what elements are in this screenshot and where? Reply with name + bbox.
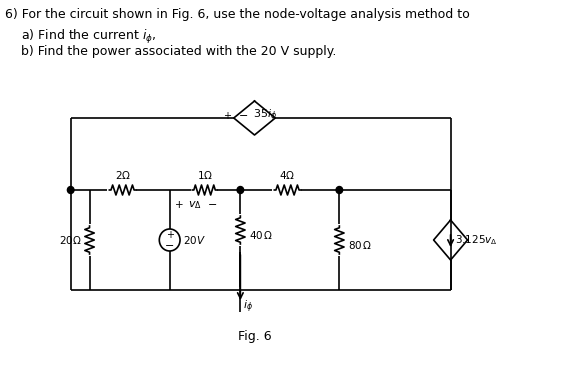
Circle shape [68,187,74,194]
Text: −: − [165,241,175,251]
Text: +: + [175,200,184,210]
Text: b) Find the power associated with the 20 V supply.: b) Find the power associated with the 20… [21,45,336,58]
Text: $i_\phi$: $i_\phi$ [243,299,253,315]
Text: Fig. 6: Fig. 6 [238,330,271,343]
Text: +: + [166,230,173,240]
Text: $4\Omega$: $4\Omega$ [279,169,296,181]
Text: a) Find the current $i_\phi$,: a) Find the current $i_\phi$, [21,28,156,46]
Text: $35i_\phi$: $35i_\phi$ [253,108,277,124]
Text: $v_\Delta$: $v_\Delta$ [187,199,202,211]
Circle shape [237,187,244,194]
Text: $3.125v_\Delta$: $3.125v_\Delta$ [455,233,498,247]
Text: $2\Omega$: $2\Omega$ [114,169,131,181]
Text: $20V$: $20V$ [183,234,205,246]
Text: $20\Omega$: $20\Omega$ [59,234,82,246]
Text: 6) For the circuit shown in Fig. 6, use the node-voltage analysis method to: 6) For the circuit shown in Fig. 6, use … [5,8,470,21]
Circle shape [336,187,343,194]
Text: $40\,\Omega$: $40\,\Omega$ [249,229,273,241]
Text: $80\,\Omega$: $80\,\Omega$ [348,239,372,251]
Text: −: − [239,111,248,121]
Text: +: + [223,111,231,121]
Text: $1\Omega$: $1\Omega$ [196,169,213,181]
Text: −: − [207,200,217,210]
